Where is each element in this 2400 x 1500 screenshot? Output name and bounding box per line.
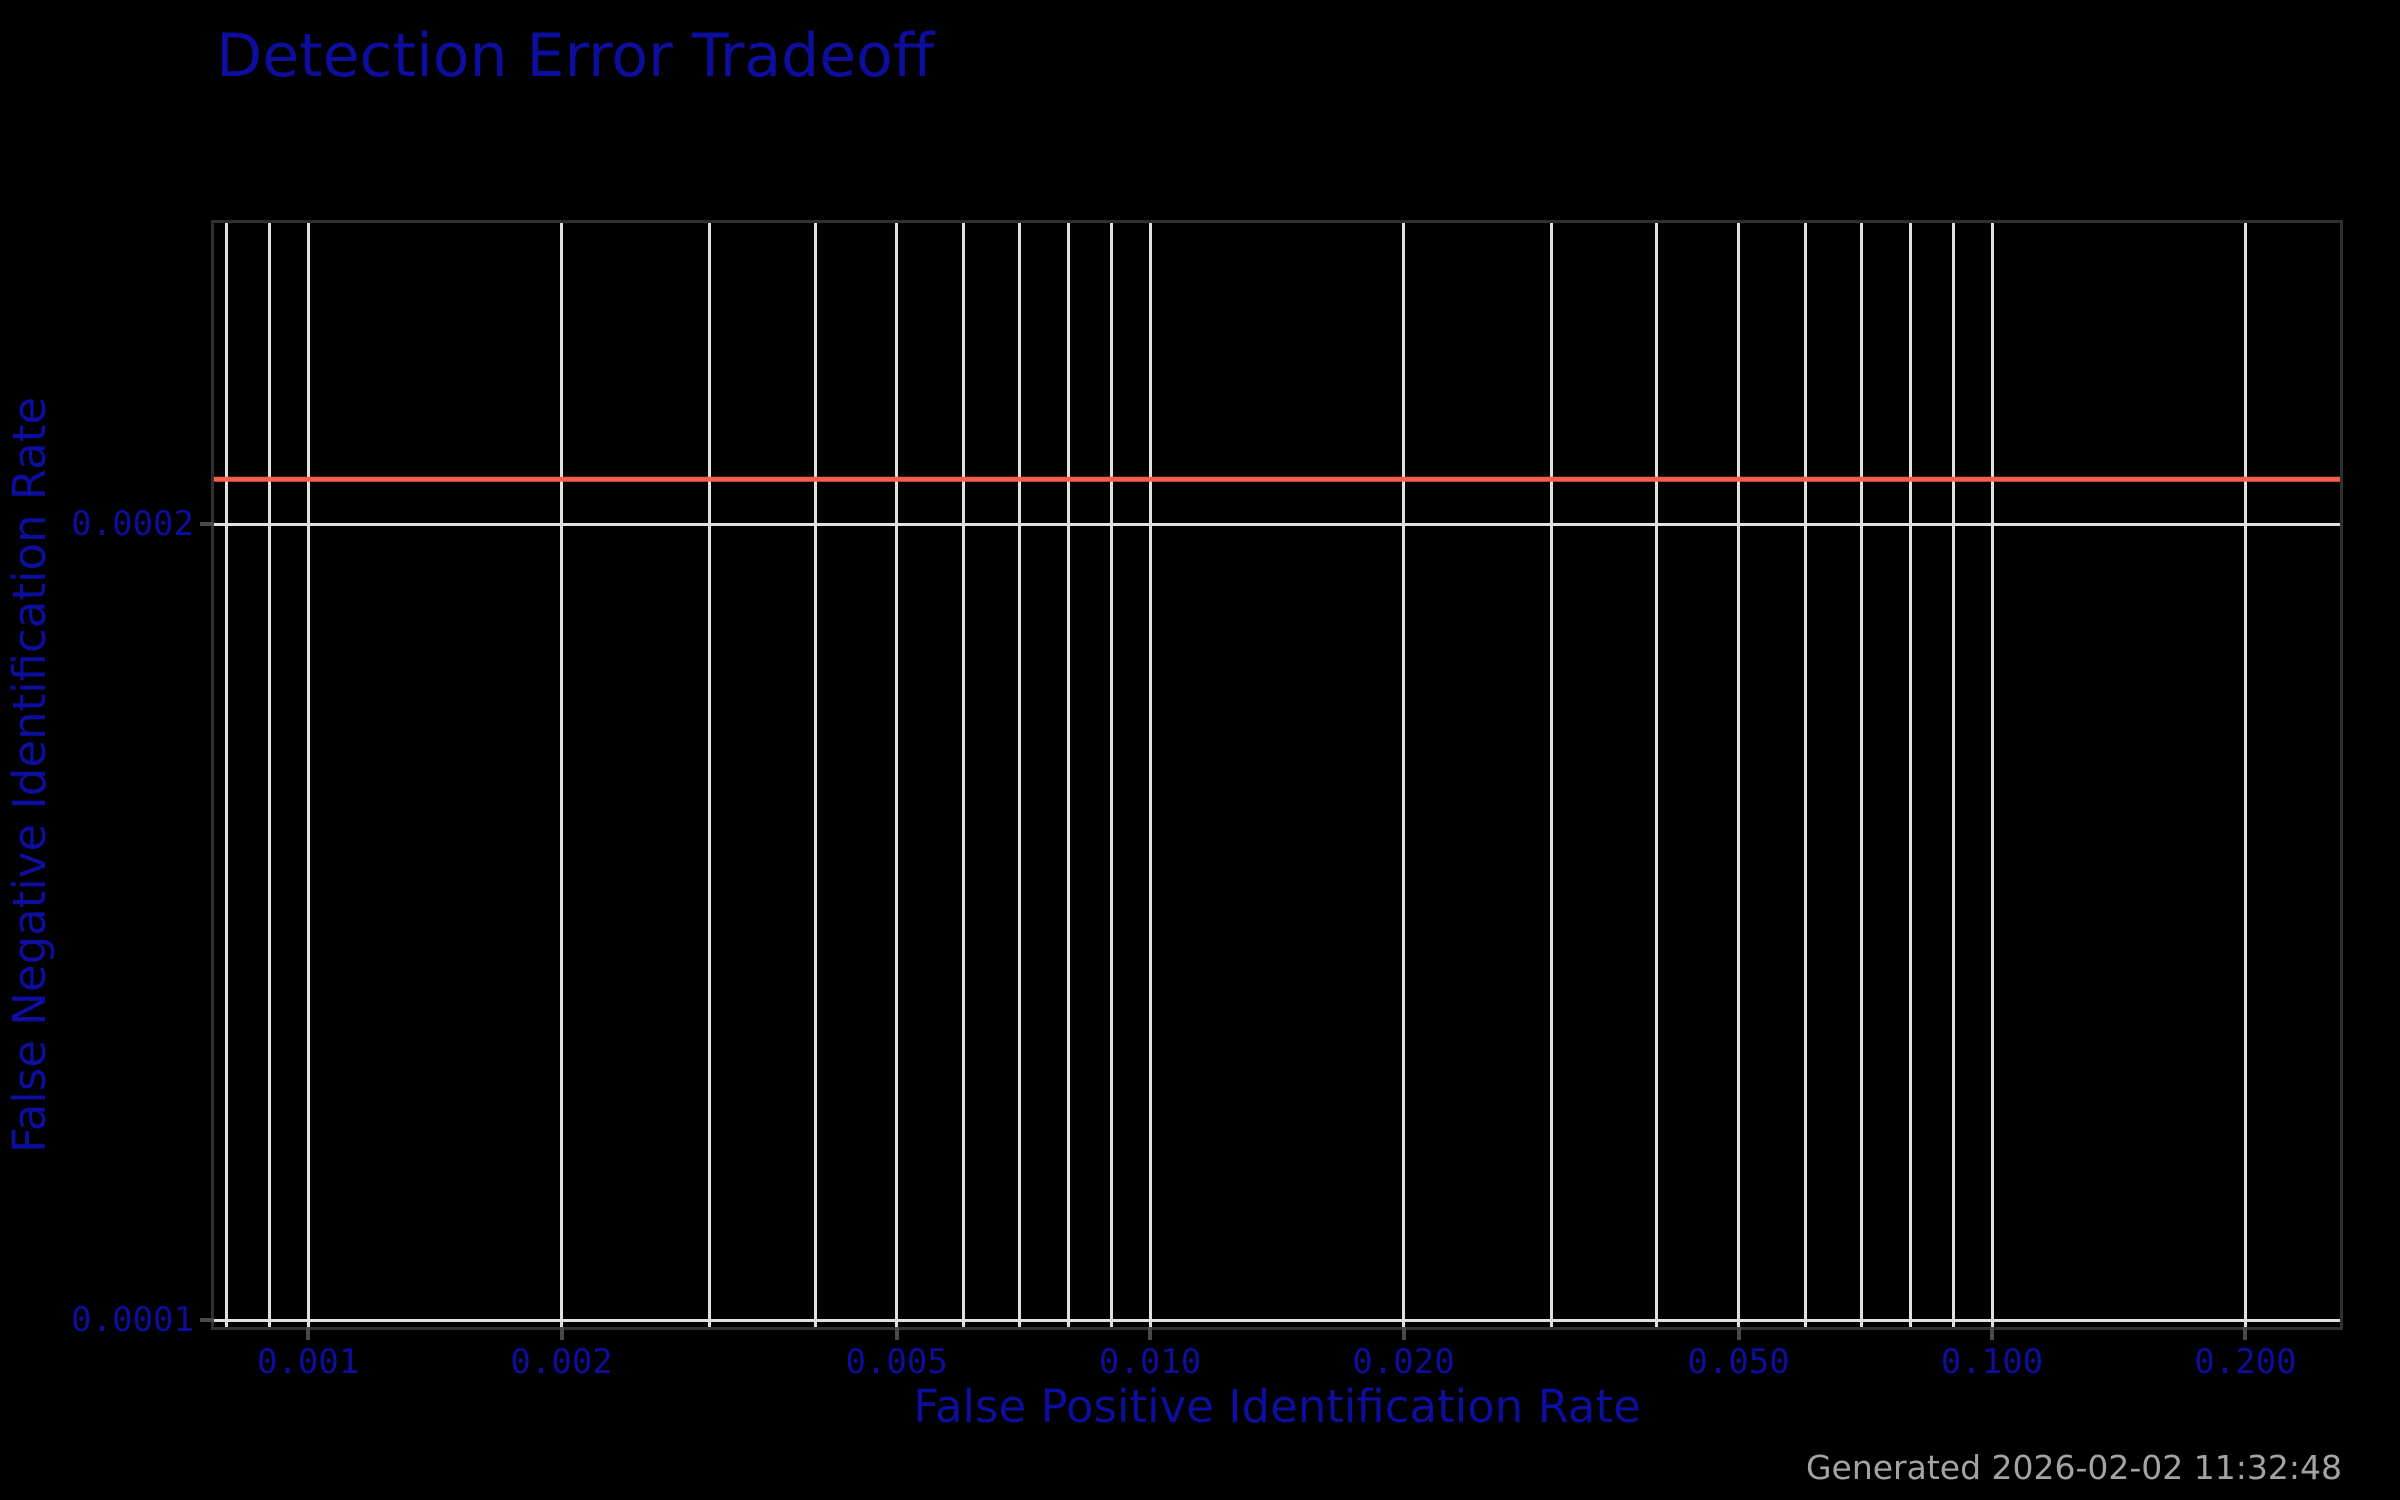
x-gridline: [1148, 223, 1152, 1327]
det-curve-svg: [214, 476, 2340, 482]
x-tick-mark: [894, 1327, 899, 1340]
x-gridline: [1908, 223, 1912, 1327]
x-gridline: [961, 223, 965, 1327]
x-gridline: [1952, 223, 1955, 1327]
x-gridline: [1066, 223, 1070, 1327]
x-gridline: [1018, 223, 1022, 1327]
chart-title: Detection Error Tradeoff: [216, 21, 935, 91]
x-tick-label: 0.100: [1940, 1342, 2044, 1382]
y-tick-mark: [200, 1318, 214, 1323]
x-gridline: [813, 223, 817, 1327]
x-tick-label: 0.200: [2194, 1342, 2297, 1382]
x-gridline: [708, 223, 712, 1327]
x-tick-mark: [306, 1327, 311, 1340]
x-tick-mark: [559, 1327, 564, 1340]
x-tick-mark: [1401, 1327, 1406, 1340]
x-gridline: [268, 223, 272, 1327]
x-axis-label: False Positive Identification Rate: [913, 1380, 1641, 1433]
x-gridline: [1990, 223, 1994, 1327]
x-gridline: [1110, 223, 1114, 1327]
x-tick-label: 0.010: [1098, 1342, 1202, 1382]
x-gridline: [1860, 223, 1864, 1327]
y-tick-mark: [200, 522, 214, 527]
x-gridline: [1737, 223, 1741, 1327]
x-tick-mark: [2243, 1327, 2248, 1340]
x-gridline: [1402, 223, 1406, 1327]
x-tick-mark: [1990, 1327, 1995, 1340]
x-tick-mark: [1736, 1327, 1741, 1340]
x-gridline: [306, 223, 310, 1327]
x-gridline: [2243, 223, 2247, 1327]
x-tick-label: 0.020: [1352, 1342, 1455, 1382]
y-axis-label: False Negative Identification Rate: [3, 396, 56, 1154]
x-tick-mark: [1148, 1327, 1153, 1340]
x-tick-label: 0.005: [845, 1342, 948, 1382]
generated-timestamp: Generated 2026-02-02 11:32:48: [1805, 1448, 2342, 1487]
y-gridline: [214, 522, 2340, 526]
x-gridline: [225, 223, 229, 1327]
y-gridline: [214, 1318, 2340, 1322]
x-gridline: [1550, 223, 1554, 1327]
x-gridline: [1803, 223, 1807, 1327]
x-tick-label: 0.001: [256, 1342, 360, 1382]
y-tick-label: 0.0002: [71, 504, 194, 545]
x-tick-label: 0.050: [1687, 1342, 1790, 1382]
x-gridline: [560, 223, 564, 1327]
x-gridline: [895, 223, 899, 1327]
y-tick-label: 0.0001: [71, 1300, 194, 1341]
x-tick-label: 0.002: [510, 1342, 613, 1382]
x-gridline: [1655, 223, 1659, 1327]
plot-area: 0.001 0.002 0.005 0.010 0.020 0.050 0.100 0.200…: [71, 220, 2343, 1382]
